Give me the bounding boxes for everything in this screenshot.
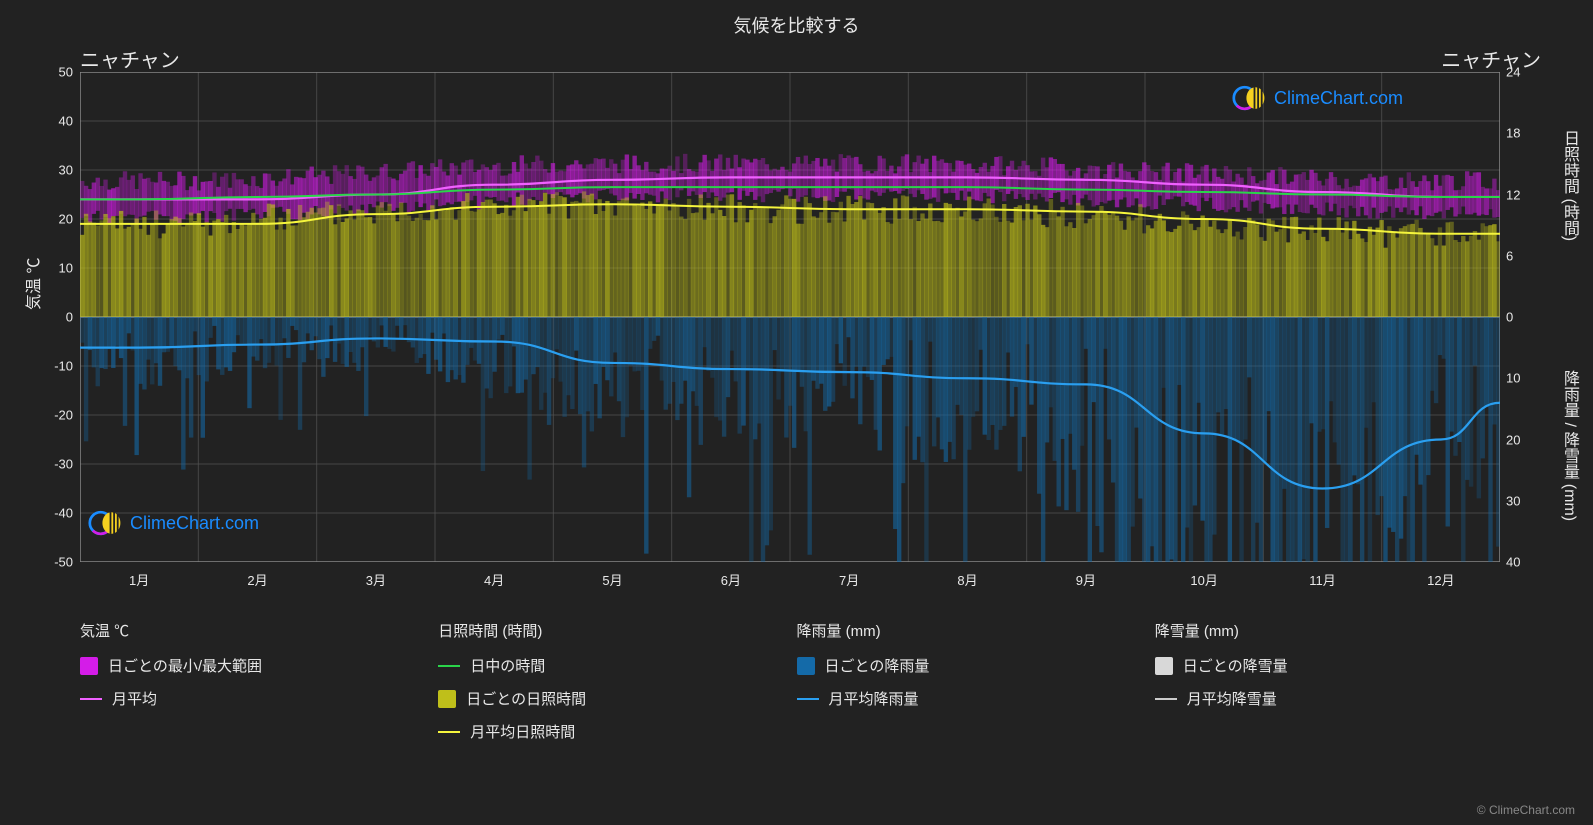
legend-line-icon xyxy=(797,698,819,700)
legend-line-icon xyxy=(438,665,460,667)
x-tick: 3月 xyxy=(366,570,386,589)
legend-item: 月平均日照時間 xyxy=(438,721,796,742)
y-right-tick: 12 xyxy=(1506,187,1520,202)
y-right-tick: 6 xyxy=(1506,248,1513,263)
legend-item: 日ごとの最小/最大範囲 xyxy=(80,655,438,676)
x-tick: 9月 xyxy=(1076,570,1096,589)
x-tick: 10月 xyxy=(1190,570,1217,589)
y-left-tick: -50 xyxy=(33,555,73,570)
y-right-tick: 40 xyxy=(1506,555,1520,570)
y-right-tick: 10 xyxy=(1506,371,1520,386)
legend-label: 日ごとの降雨量 xyxy=(825,655,930,676)
x-tick: 2月 xyxy=(247,570,267,589)
legend-item: 月平均 xyxy=(80,688,438,709)
location-left: ニャチャン xyxy=(80,44,180,73)
legend-swatch-icon xyxy=(438,690,456,708)
legend-item: 月平均降雪量 xyxy=(1155,688,1513,709)
legend-heading: 降雨量 (mm) xyxy=(797,620,1155,641)
y-right-tick: 18 xyxy=(1506,126,1520,141)
legend-item: 日中の時間 xyxy=(438,655,796,676)
x-tick: 6月 xyxy=(721,570,741,589)
legend: 気温 ℃ 日ごとの最小/最大範囲月平均 日照時間 (時間) 日中の時間日ごとの日照時間… xyxy=(80,620,1513,754)
y-right-bottom-axis-label: 降雨量 / 降雪量 (mm) xyxy=(1557,370,1581,521)
y-left-tick: 10 xyxy=(33,261,73,276)
y-left-tick: 40 xyxy=(33,114,73,129)
legend-label: 日中の時間 xyxy=(470,655,545,676)
legend-line-icon xyxy=(438,731,460,733)
legend-label: 日ごとの降雪量 xyxy=(1183,655,1288,676)
y-right-top-axis-label: 日照時間 (時間) xyxy=(1557,130,1581,241)
x-tick: 7月 xyxy=(839,570,859,589)
y-right-tick: 0 xyxy=(1506,310,1513,325)
x-tick: 5月 xyxy=(602,570,622,589)
legend-item: 日ごとの日照時間 xyxy=(438,688,796,709)
y-right-tick: 24 xyxy=(1506,65,1520,80)
location-right: ニャチャン xyxy=(1441,44,1541,73)
chart-title: 気候を比較する xyxy=(0,12,1593,38)
x-tick: 8月 xyxy=(957,570,977,589)
legend-line-icon xyxy=(80,698,102,700)
legend-label: 月平均 xyxy=(112,688,157,709)
legend-swatch-icon xyxy=(1155,657,1173,675)
legend-heading: 気温 ℃ xyxy=(80,620,438,641)
legend-item: 日ごとの降雨量 xyxy=(797,655,1155,676)
legend-line-icon xyxy=(1155,698,1177,700)
y-left-tick: -20 xyxy=(33,408,73,423)
legend-item: 日ごとの降雪量 xyxy=(1155,655,1513,676)
legend-label: 月平均日照時間 xyxy=(470,721,575,742)
legend-label: 日ごとの最小/最大範囲 xyxy=(108,655,262,676)
x-tick: 4月 xyxy=(484,570,504,589)
legend-label: 日ごとの日照時間 xyxy=(466,688,586,709)
y-left-tick: 30 xyxy=(33,163,73,178)
legend-label: 月平均降雪量 xyxy=(1187,688,1277,709)
y-right-tick: 20 xyxy=(1506,432,1520,447)
y-left-tick: -40 xyxy=(33,506,73,521)
y-left-tick: 0 xyxy=(33,310,73,325)
legend-swatch-icon xyxy=(797,657,815,675)
legend-item: 月平均降雨量 xyxy=(797,688,1155,709)
y-left-tick: -30 xyxy=(33,457,73,472)
legend-heading: 日照時間 (時間) xyxy=(438,620,796,641)
y-left-tick: -10 xyxy=(33,359,73,374)
brand-logo-bottom: ClimeChart.com xyxy=(88,505,259,541)
brand-text: ClimeChart.com xyxy=(130,513,259,534)
legend-heading: 降雪量 (mm) xyxy=(1155,620,1513,641)
legend-label: 月平均降雨量 xyxy=(829,688,919,709)
x-tick: 12月 xyxy=(1427,570,1454,589)
y-right-tick: 30 xyxy=(1506,493,1520,508)
brand-logo-top: ClimeChart.com xyxy=(1232,80,1403,116)
x-tick: 11月 xyxy=(1309,570,1336,589)
x-tick: 1月 xyxy=(129,570,149,589)
y-left-tick: 20 xyxy=(33,212,73,227)
climate-chart xyxy=(80,72,1500,562)
brand-text: ClimeChart.com xyxy=(1274,88,1403,109)
credit: © ClimeChart.com xyxy=(1477,803,1575,817)
legend-swatch-icon xyxy=(80,657,98,675)
y-left-tick: 50 xyxy=(33,65,73,80)
